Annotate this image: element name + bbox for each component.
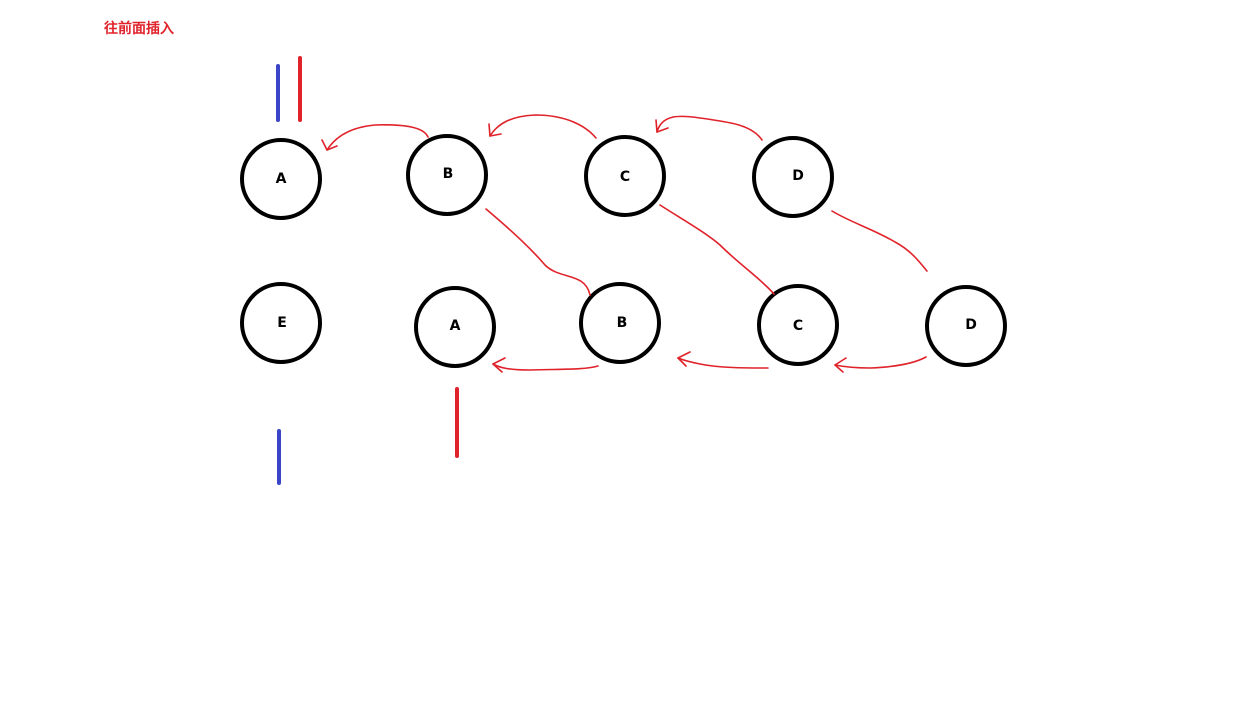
top-arrow-c-to-b bbox=[489, 114, 597, 139]
bottom-node-5: D bbox=[925, 285, 1007, 367]
top-node-4-label: D bbox=[792, 168, 804, 184]
top-node-4-circle bbox=[752, 136, 834, 218]
bottom-node-4-label: C bbox=[793, 318, 803, 334]
bottom-node-3: B bbox=[579, 282, 661, 364]
bottom-node-3-label: B bbox=[617, 315, 628, 331]
bottom-arrow-b-to-a bbox=[492, 363, 599, 371]
top-node-2-label: B bbox=[443, 166, 454, 182]
top-node-1-label: A bbox=[276, 171, 287, 187]
top-node-4: D bbox=[752, 136, 834, 218]
bottom-arrow-d-to-c bbox=[834, 356, 927, 369]
top-arrow-b-to-a bbox=[326, 124, 429, 151]
bottom-node-2: A bbox=[414, 286, 496, 368]
bottom-node-4-circle bbox=[757, 284, 839, 366]
top-arrow-d-to-c-head bbox=[655, 119, 669, 133]
top-node-1-circle bbox=[240, 138, 322, 220]
bottom-node-2-label: A bbox=[450, 318, 461, 334]
link-top-d-to-bottom-d bbox=[831, 210, 928, 272]
bottom-node-2-circle bbox=[414, 286, 496, 368]
page-title: 往前面插入 bbox=[104, 21, 174, 37]
link-top-b-to-bottom-b bbox=[485, 208, 591, 296]
top-arrow-d-to-c bbox=[656, 115, 763, 141]
bottom-arrow-d-to-c-head bbox=[834, 357, 847, 373]
bottom-arrow-c-to-b bbox=[677, 357, 769, 369]
top-node-2-circle bbox=[406, 134, 488, 216]
top-node-3-circle bbox=[584, 135, 666, 217]
bottom-arrow-b-to-a-head bbox=[492, 357, 506, 373]
bottom-node-1-label: E bbox=[277, 315, 287, 331]
top-node-3-label: C bbox=[620, 169, 630, 185]
bottom-arrow-c-to-b-head bbox=[677, 351, 691, 367]
link-top-c-to-bottom-c bbox=[659, 204, 775, 295]
bottom-node-5-circle bbox=[925, 285, 1007, 367]
top-arrow-c-to-b-head bbox=[488, 123, 502, 137]
bottom-node-4: C bbox=[757, 284, 839, 366]
top-node-3: C bbox=[584, 135, 666, 217]
bottom-node-1-circle bbox=[240, 282, 322, 364]
top-node-2: B bbox=[406, 134, 488, 216]
bottom-node-3-circle bbox=[579, 282, 661, 364]
top-node-1: A bbox=[240, 138, 322, 220]
top-arrow-b-to-a-head bbox=[321, 139, 338, 151]
bottom-node-5-label: D bbox=[965, 317, 977, 333]
bottom-node-1: E bbox=[240, 282, 322, 364]
